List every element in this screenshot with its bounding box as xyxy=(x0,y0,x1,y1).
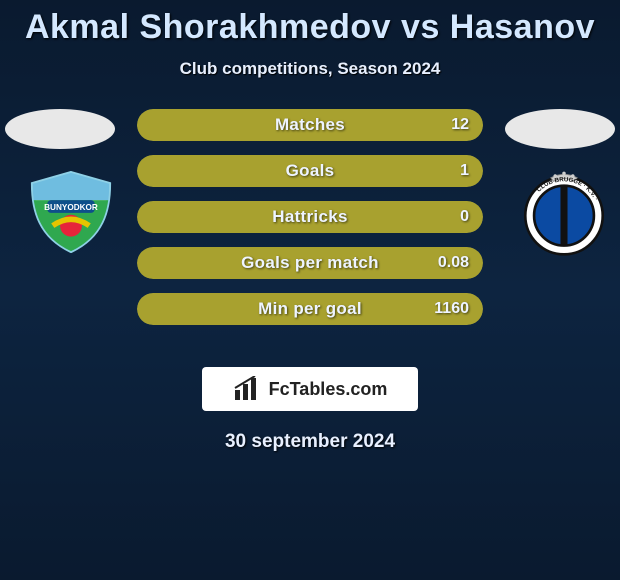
stat-bar: Matches12 xyxy=(137,109,483,141)
bar-chart-icon xyxy=(233,376,263,402)
stat-bar: Hattricks0 xyxy=(137,201,483,233)
stat-label: Min per goal xyxy=(137,293,483,325)
stat-bar: Goals1 xyxy=(137,155,483,187)
date-text: 30 september 2024 xyxy=(0,431,620,453)
subtitle: Club competitions, Season 2024 xyxy=(0,59,620,79)
stat-label: Hattricks xyxy=(137,201,483,233)
stat-bar: Min per goal1160 xyxy=(137,293,483,325)
stat-label: Goals per match xyxy=(137,247,483,279)
svg-text:BUNYODKOR: BUNYODKOR xyxy=(44,203,98,212)
fctables-logo[interactable]: FcTables.com xyxy=(202,367,418,411)
stat-label: Goals xyxy=(137,155,483,187)
stat-value-right: 12 xyxy=(451,109,469,141)
stat-value-right: 1160 xyxy=(434,293,469,325)
stat-bar: Goals per match0.08 xyxy=(137,247,483,279)
comparison-arena: BUNYODKOR CLUB BRUGGE · K.V. · Matches12… xyxy=(0,109,620,349)
fctables-logo-text: FcTables.com xyxy=(269,379,388,400)
page-title: Akmal Shorakhmedov vs Hasanov xyxy=(0,0,620,47)
stat-value-right: 0 xyxy=(460,201,469,233)
stats-list: Matches12 Goals1 Hattricks0 Goals per match… xyxy=(137,109,483,339)
stat-value-right: 1 xyxy=(460,155,469,187)
club-badge-left: BUNYODKOR xyxy=(22,171,120,253)
player-avatar-left xyxy=(5,109,115,149)
stat-value-right: 0.08 xyxy=(438,247,469,279)
club-badge-right: CLUB BRUGGE · K.V. · xyxy=(520,169,608,257)
stat-label: Matches xyxy=(137,109,483,141)
player-avatar-right xyxy=(505,109,615,149)
